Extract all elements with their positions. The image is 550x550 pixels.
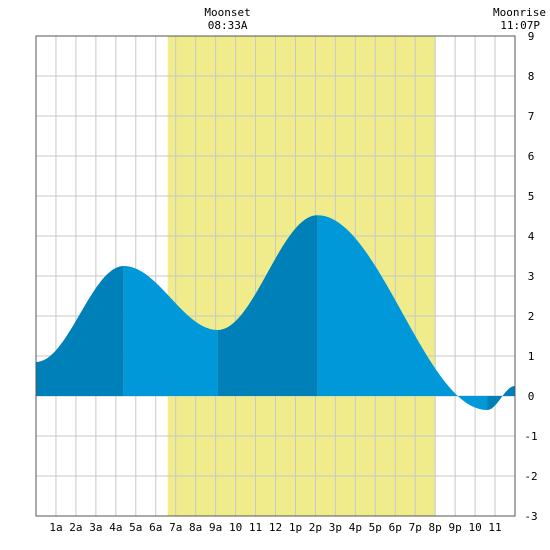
x-tick-label: 7a (169, 521, 182, 534)
tide-segment-falling (317, 215, 488, 410)
tide-segment-falling (123, 266, 218, 396)
x-tick-label: 9a (209, 521, 222, 534)
moonset-time: 08:33A (208, 19, 248, 32)
x-tick-label: 9p (449, 521, 462, 534)
x-tick-label: 11 (249, 521, 262, 534)
y-tick-label: 2 (528, 310, 535, 323)
moonrise-label: Moonrise (493, 6, 546, 19)
y-tick-label: 9 (528, 30, 535, 43)
x-tick-label: 1a (49, 521, 62, 534)
x-tick-label: 2p (309, 521, 322, 534)
tide-segment-rising (36, 266, 124, 396)
tide-area-layer (36, 215, 515, 410)
y-tick-label: 5 (528, 190, 535, 203)
plot-frame (35, 35, 516, 517)
y-tick-label: 1 (528, 350, 535, 363)
x-tick-label: 12 (269, 521, 282, 534)
moonset-label: Moonset (204, 6, 250, 19)
y-tick-label: 6 (528, 150, 535, 163)
x-tick-labels: 1a 2a 3a 4a 5a 6a 7a 8a 9a 10 11 12 1p 2p 3p 4p 5p 6p 7p 8p… (49, 521, 501, 534)
x-tick-label: 4p (349, 521, 362, 534)
x-tick-label: 8p (429, 521, 442, 534)
x-tick-label: 3p (329, 521, 342, 534)
y-tick-label: 7 (528, 110, 535, 123)
x-tick-label: 5a (129, 521, 142, 534)
x-tick-label: 6a (149, 521, 162, 534)
y-tick-label: -1 (524, 430, 537, 443)
y-tick-labels: -3 -2 -1 0 1 2 3 4 5 6 7 8 9 (524, 30, 537, 523)
tide-segment-rising (487, 386, 515, 410)
x-tick-label: 1p (289, 521, 302, 534)
x-tick-label: 2a (69, 521, 82, 534)
y-tick-label: 8 (528, 70, 535, 83)
x-tick-label: 8a (189, 521, 202, 534)
x-tick-label: 10 (468, 521, 481, 534)
y-tick-label: -2 (524, 470, 537, 483)
x-tick-label: 6p (389, 521, 402, 534)
x-tick-label: 7p (409, 521, 422, 534)
tide-segment-rising (217, 215, 318, 396)
y-tick-label: 4 (528, 230, 535, 243)
y-tick-label: -3 (524, 510, 537, 523)
moonrise-time: 11:07P (500, 19, 540, 32)
x-tick-label: 3a (89, 521, 102, 534)
x-tick-label: 4a (109, 521, 122, 534)
y-tick-label: 0 (528, 390, 535, 403)
moon-annotations: Moonset 08:33A Moonrise 11:07P (204, 6, 546, 32)
x-tick-label: 10 (229, 521, 242, 534)
x-tick-label: 5p (369, 521, 382, 534)
y-tick-label: 3 (528, 270, 535, 283)
x-tick-label: 11 (488, 521, 501, 534)
